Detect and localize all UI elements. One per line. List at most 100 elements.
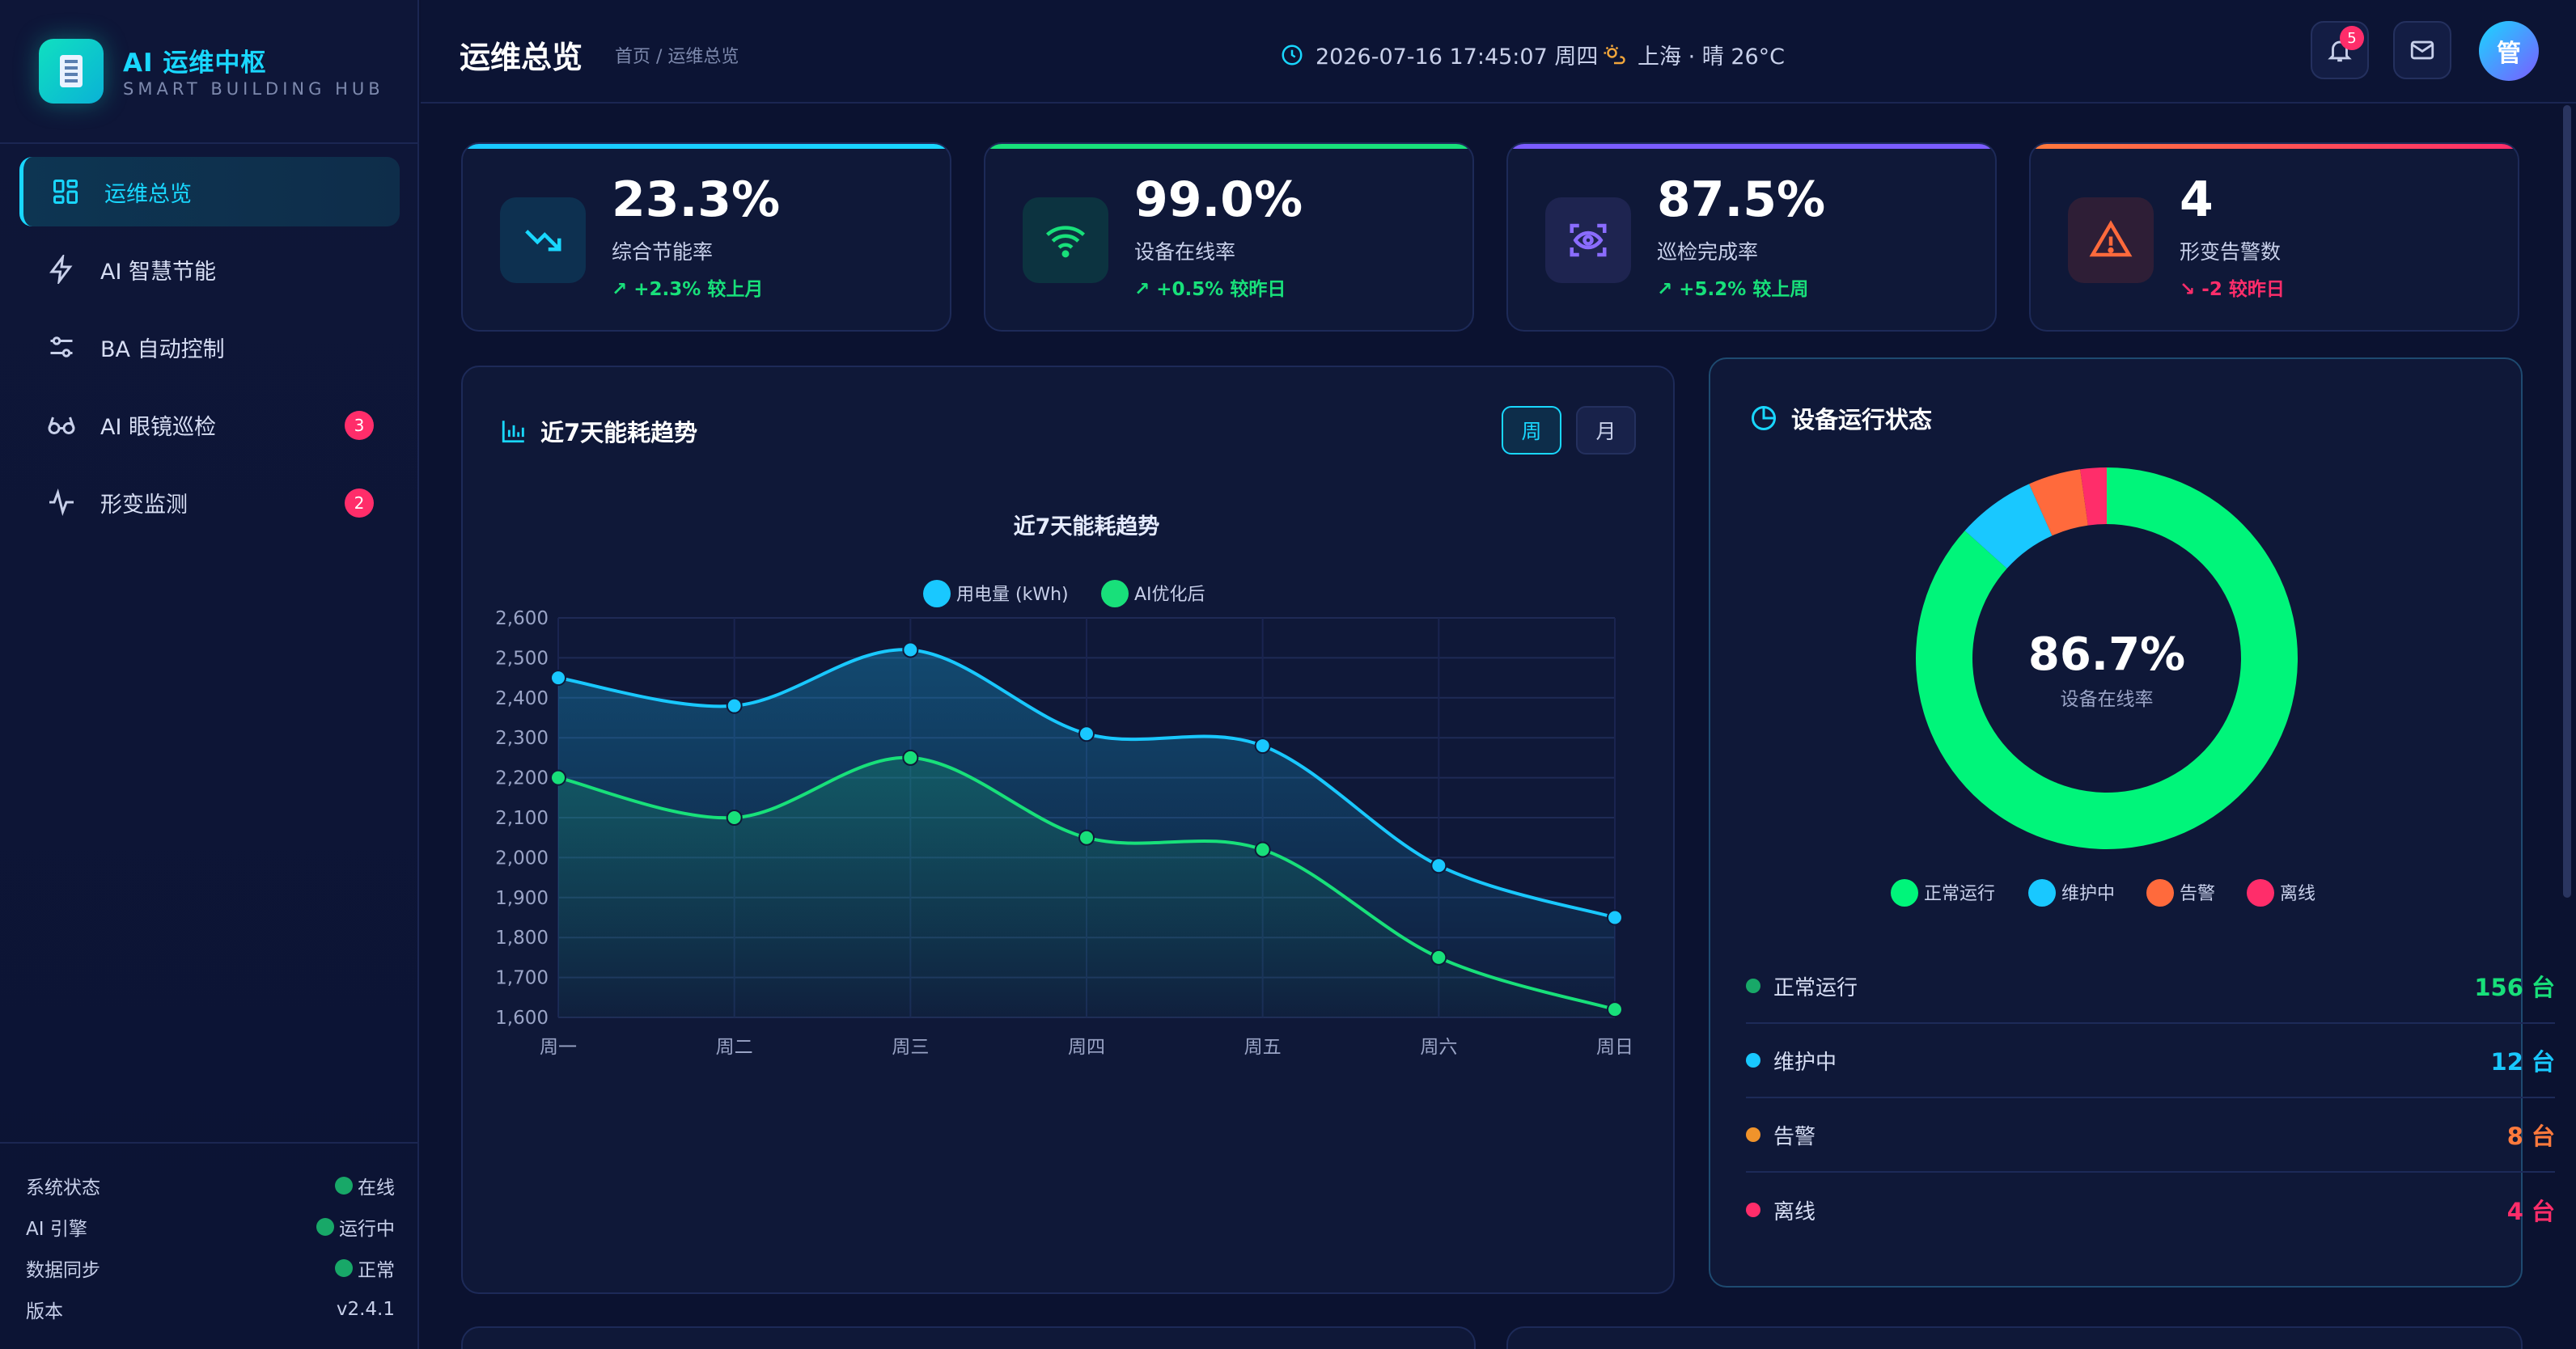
kpi-label: 设备在线率 — [1134, 240, 1236, 264]
wifi-icon — [1023, 197, 1108, 283]
kpi-value: 87.5% — [1657, 171, 1826, 228]
data-point[interactable] — [1607, 1001, 1623, 1018]
donut-center-label: 设备在线率 — [2061, 689, 2154, 710]
system-status-row: 数据同步 正常 — [26, 1247, 395, 1288]
data-point[interactable] — [1078, 725, 1095, 742]
kpi-card-inspection-rate[interactable]: 87.5% 巡检完成率 ↗ +5.2% 较上周 — [1506, 142, 1997, 332]
legend-label[interactable]: 维护中 — [2061, 884, 2115, 904]
notification-button[interactable]: 5 — [2311, 21, 2369, 79]
data-point[interactable] — [902, 641, 919, 658]
avatar[interactable]: 管 — [2479, 21, 2539, 81]
status-dot-icon — [335, 1176, 353, 1195]
version-value: v2.4.1 — [336, 1298, 395, 1320]
status-count: 156 台 — [2474, 974, 2555, 1001]
sidebar-item-label: 形变监测 — [100, 492, 188, 518]
pulse-icon — [45, 486, 78, 518]
panel-title: 近7天能耗趋势 — [500, 414, 697, 448]
top-header: 运维总览 首页 / 运维总览 2026-07-16 17:45:07 周四 上海… — [421, 0, 2576, 104]
sidebar-item-glasses-inspection[interactable]: AI 眼镜巡检 3 — [19, 390, 400, 459]
legend-label[interactable]: 正常运行 — [1924, 884, 1995, 904]
sidebar-item-label: AI 眼镜巡检 — [100, 414, 217, 440]
data-point[interactable] — [550, 670, 566, 687]
eye-scan-icon — [1545, 197, 1631, 283]
status-dot-icon — [1746, 979, 1760, 993]
sidebar-item-label: 运维总览 — [104, 181, 192, 207]
y-tick-label: 2,100 — [495, 808, 549, 829]
y-tick-label: 2,500 — [495, 648, 549, 669]
status-label: 维护中 — [1773, 1050, 1837, 1075]
page-title: 运维总览 — [460, 40, 583, 75]
data-point[interactable] — [726, 810, 743, 826]
kpi-label: 巡检完成率 — [1657, 240, 1759, 264]
energy-trend-panel: 近7天能耗趋势 周 月 近7天能耗趋势 用电量 (kWh) AI优化后 2,600 2,… — [461, 366, 1675, 1294]
kpi-trend: ↘ -2 较昨日 — [2180, 279, 2285, 300]
sidebar-item-deformation[interactable]: 形变监测 2 — [19, 467, 400, 537]
data-point[interactable] — [1607, 909, 1623, 926]
donut-slice[interactable] — [1916, 467, 2298, 849]
kpi-accent-bar — [1508, 144, 1995, 149]
sidebar-item-energy[interactable]: AI 智慧节能 — [19, 235, 400, 304]
kpi-label: 综合节能率 — [612, 240, 714, 264]
data-point[interactable] — [1254, 841, 1271, 858]
donut-slice[interactable] — [2029, 469, 2088, 536]
kpi-value: 99.0% — [1134, 171, 1303, 228]
status-label: 版本 — [26, 1300, 63, 1322]
status-label: AI 引擎 — [26, 1218, 87, 1240]
divider — [0, 142, 419, 144]
kpi-card-online-rate[interactable]: 99.0% 设备在线率 ↗ +0.5% 较昨日 — [984, 142, 1474, 332]
data-point[interactable] — [902, 749, 919, 766]
kpi-accent-bar — [463, 144, 950, 149]
brand-subtitle: SMART BUILDING HUB — [123, 79, 384, 99]
status-dot-icon — [1746, 1053, 1760, 1068]
data-point[interactable] — [1254, 738, 1271, 755]
system-status-row: 系统状态 在线 — [26, 1165, 395, 1206]
breadcrumb[interactable]: 首页 / 运维总览 — [615, 47, 739, 67]
y-tick-label: 2,400 — [495, 688, 549, 709]
kpi-label: 形变告警数 — [2180, 240, 2282, 264]
status-label: 系统状态 — [26, 1177, 100, 1199]
status-row-normal: 正常运行 156 台 — [1746, 949, 2555, 1024]
divider — [0, 1142, 419, 1144]
status-row-maintenance: 维护中 12 台 — [1746, 1024, 2555, 1098]
panel-title-text: 近7天能耗趋势 — [540, 419, 698, 446]
donut-slice[interactable] — [2080, 467, 2107, 526]
trend-down-icon — [500, 197, 586, 283]
donut-slice[interactable] — [1964, 484, 2053, 569]
status-value: 正常 — [358, 1259, 395, 1281]
brand[interactable]: AI 运维中枢 SMART BUILDING HUB — [39, 39, 395, 112]
tab-month[interactable]: 月 — [1576, 406, 1636, 455]
x-tick-label: 周六 — [1420, 1037, 1457, 1058]
notification-badge: 3 — [345, 411, 374, 440]
status-count: 8 台 — [2506, 1123, 2555, 1150]
sidebar-item-ba-control[interactable]: BA 自动控制 — [19, 312, 400, 382]
y-tick-label: 2,300 — [495, 728, 549, 749]
device-status-panel: 设备运行状态 86.7% 设备在线率 正常运行 维护中 告警 离线 正常运行 156 台 … — [1709, 357, 2555, 1288]
scrollbar[interactable] — [2563, 105, 2571, 898]
data-point[interactable] — [1430, 949, 1447, 966]
series-area — [558, 757, 1615, 1017]
legend-label[interactable]: AI优化后 — [1134, 585, 1205, 605]
sidebar-item-label: BA 自动控制 — [100, 336, 225, 362]
x-tick-label: 周二 — [716, 1037, 753, 1058]
status-dot-icon — [1746, 1203, 1760, 1217]
status-dot-icon — [335, 1258, 353, 1277]
tab-week[interactable]: 周 — [1502, 406, 1561, 455]
data-point[interactable] — [1430, 857, 1447, 874]
kpi-card-deformation-alerts[interactable]: 4 形变告警数 ↘ -2 较昨日 — [2029, 142, 2519, 332]
data-point[interactable] — [726, 697, 743, 714]
message-button[interactable] — [2393, 21, 2451, 79]
data-point[interactable] — [1078, 829, 1095, 846]
system-status-row: 版本 v2.4.1 — [26, 1288, 395, 1330]
data-point[interactable] — [550, 769, 566, 786]
legend-label[interactable]: 离线 — [2280, 884, 2315, 904]
legend-swatch — [1101, 580, 1129, 607]
kpi-card-energy-saving[interactable]: 23.3% 综合节能率 ↗ +2.3% 较上月 — [461, 142, 951, 332]
legend-label[interactable]: 告警 — [2180, 884, 2215, 904]
x-tick-label: 周三 — [892, 1037, 929, 1058]
sidebar-item-overview[interactable]: 运维总览 — [19, 157, 400, 226]
bottom-card — [461, 1326, 1476, 1349]
legend-label[interactable]: 用电量 (kWh) — [956, 585, 1069, 605]
y-tick-label: 2,000 — [495, 848, 549, 869]
